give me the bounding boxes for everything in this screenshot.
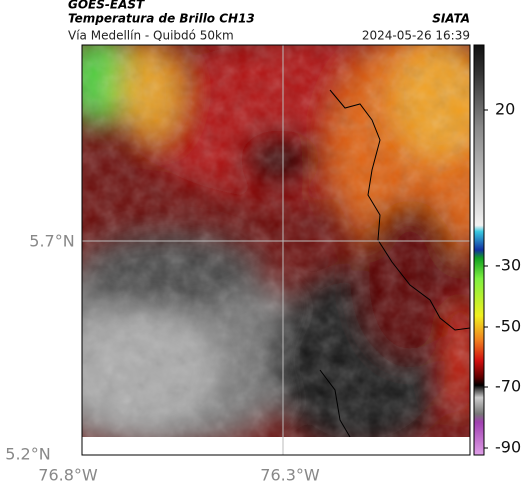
timestamp: 2024-05-26 16:39 xyxy=(362,29,470,43)
credit: SIATA xyxy=(432,12,470,26)
colorbar-tick-label: -70 xyxy=(495,377,521,396)
colorbar-tick-label: -50 xyxy=(495,317,521,336)
colorbar-tick-label: -90 xyxy=(495,438,521,457)
lat-label: 5.7°N xyxy=(29,232,74,251)
border-line xyxy=(319,369,351,437)
colorbar xyxy=(473,44,485,456)
lon-label: 76.8°W xyxy=(38,466,98,485)
lon-label: 76.3°W xyxy=(260,466,320,485)
source: GOES-EAST xyxy=(68,0,145,12)
title: Temperatura de Brillo CH13 xyxy=(68,12,255,26)
map-frame xyxy=(81,44,471,456)
colorbar-ticks: 20 -30 -50 -70 -90 xyxy=(484,100,521,457)
subtitle: Vía Medellín - Quibdó 50km xyxy=(68,29,234,43)
satellite-image xyxy=(82,45,470,437)
colorbar-tick-label: -30 xyxy=(495,256,521,275)
lat-label: 5.2°N xyxy=(5,445,50,464)
colorbar-tick-label: 20 xyxy=(495,100,515,119)
border-line xyxy=(329,89,470,331)
